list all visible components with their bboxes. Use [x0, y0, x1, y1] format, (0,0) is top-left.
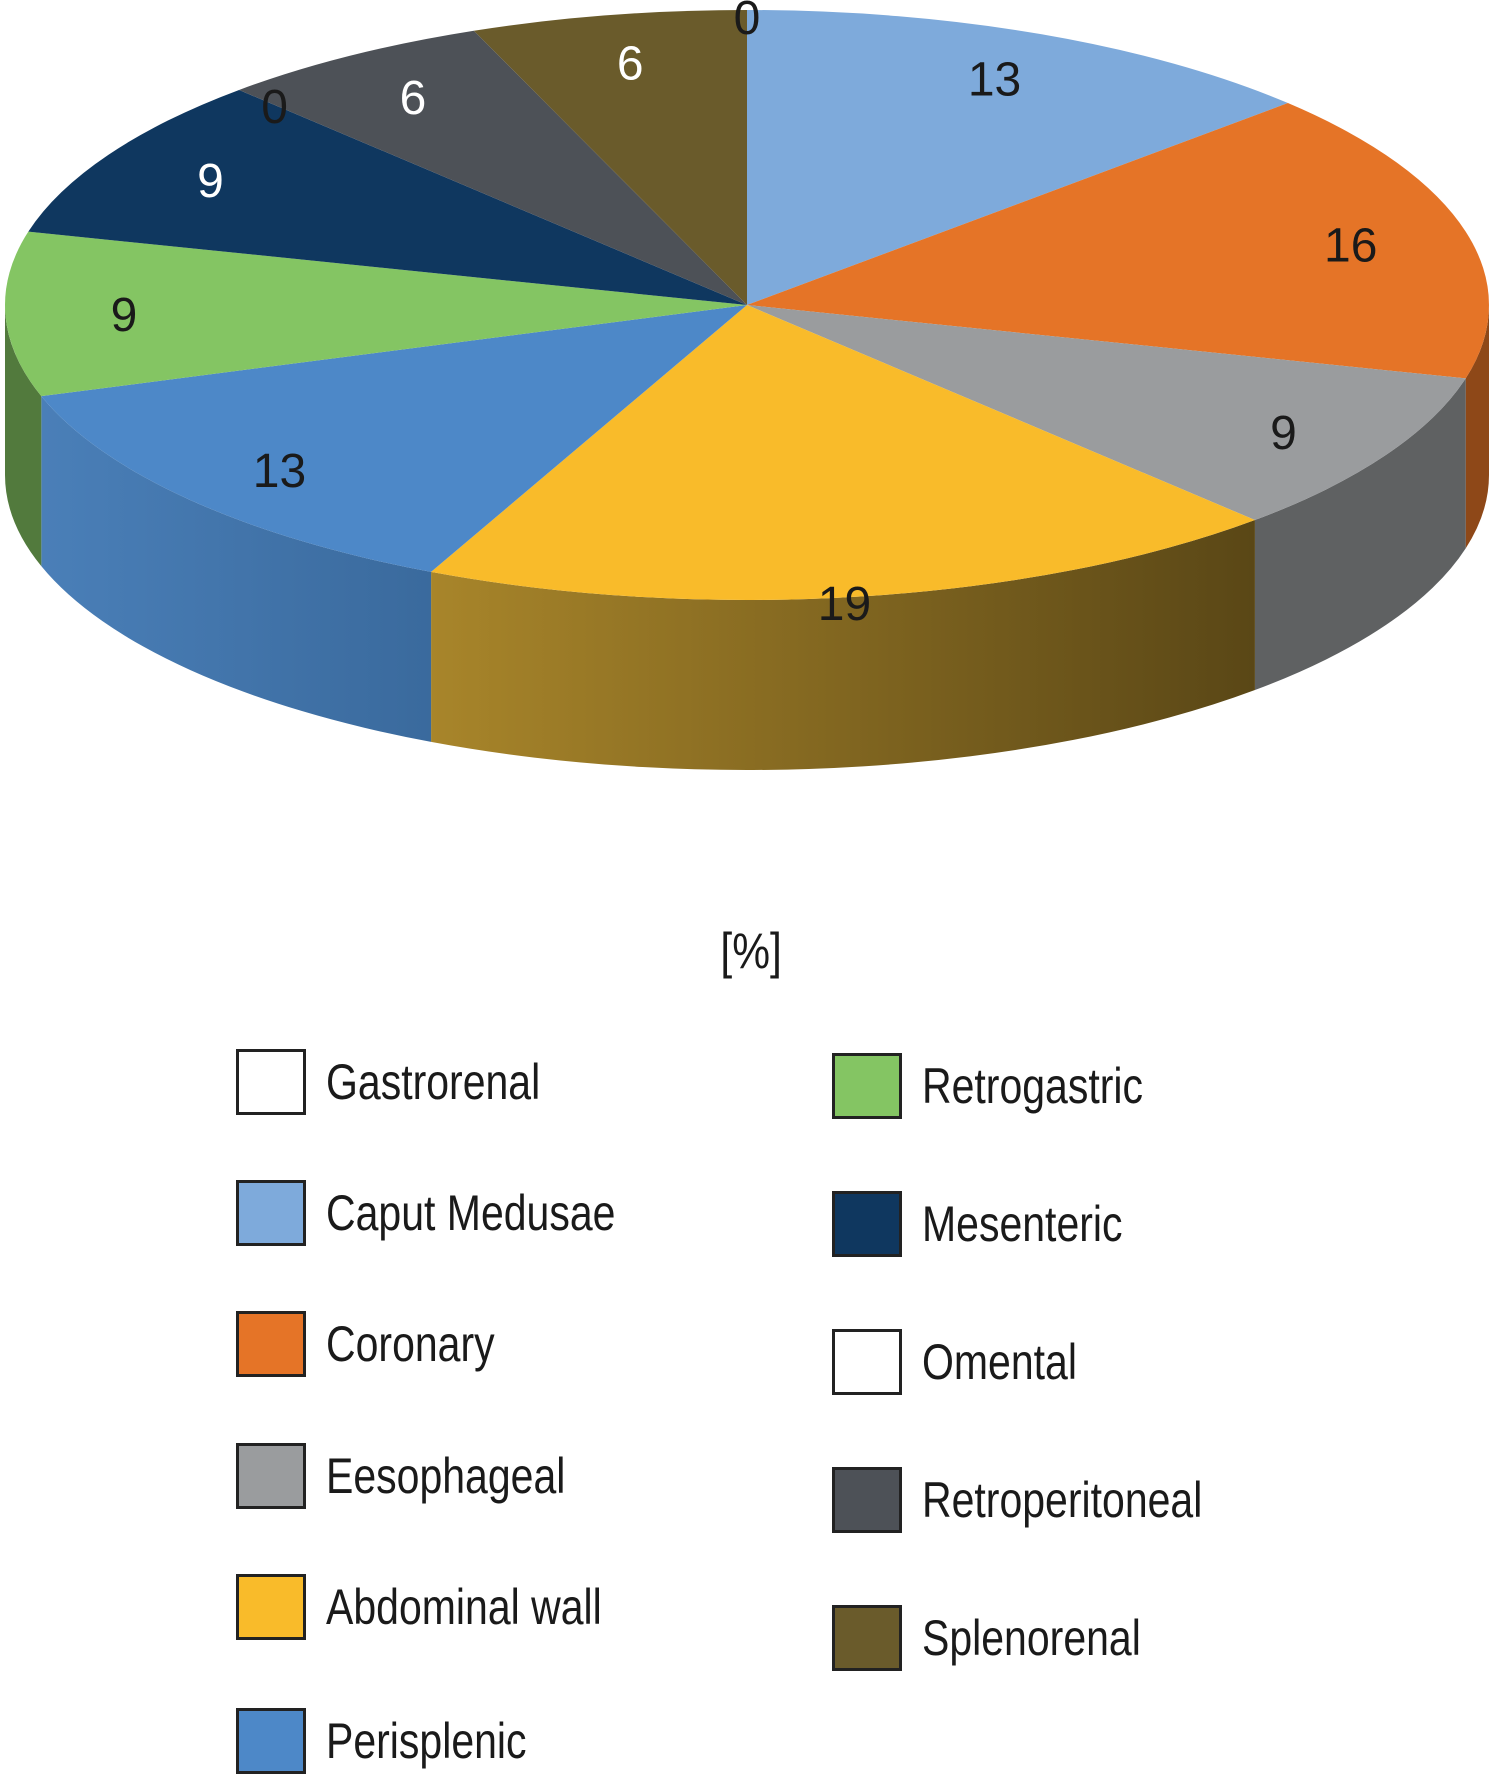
legend-swatch — [832, 1053, 902, 1119]
legend-swatch — [832, 1329, 902, 1395]
slice-eesophageal — [747, 305, 1466, 521]
legend-swatch — [236, 1180, 306, 1246]
side-retrogastric — [5, 305, 42, 567]
legend-item-omental: Omental — [832, 1327, 1111, 1397]
legend-label: Caput Medusae — [326, 1185, 616, 1241]
legend-label: Mesenteric — [922, 1196, 1123, 1252]
side-eesophageal — [1254, 378, 1466, 691]
legend-label: Retrogastric — [922, 1058, 1144, 1114]
legend-swatch — [832, 1191, 902, 1257]
side-coronary — [1465, 305, 1489, 549]
slice-retrogastric — [4, 231, 747, 397]
data-label-gastrorenal: 0 — [734, 0, 761, 45]
legend-swatch — [236, 1049, 306, 1115]
legend-swatch — [236, 1574, 306, 1640]
legend-swatch — [236, 1311, 306, 1377]
slice-perisplenic — [41, 305, 748, 572]
legend-label: Abdominal wall — [326, 1579, 602, 1635]
data-label-perisplenic: 13 — [253, 445, 306, 498]
legend-label: Splenorenal — [922, 1610, 1141, 1666]
legend-item-mesenteric: Mesenteric — [832, 1189, 1167, 1259]
legend-swatch — [832, 1605, 902, 1671]
data-label-abdominal-wall: 19 — [818, 578, 871, 631]
data-label-splenorenal: 6 — [617, 38, 644, 91]
legend-swatch — [236, 1708, 306, 1774]
data-label-eesophageal: 9 — [1270, 407, 1297, 460]
slice-retroperitoneal — [239, 30, 747, 305]
legend-swatch — [832, 1467, 902, 1533]
legend-item-retroperitoneal: Retroperitoneal — [832, 1465, 1264, 1535]
unit-label: [%] — [720, 923, 782, 979]
slice-splenorenal — [473, 9, 747, 305]
data-label-caput-medusae: 13 — [968, 54, 1021, 107]
data-label-omental: 0 — [261, 81, 288, 134]
legend-item-gastrorenal: Gastrorenal — [236, 1047, 587, 1117]
legend-item-perisplenic: Perisplenic — [236, 1706, 571, 1776]
legend-label: Gastrorenal — [326, 1054, 541, 1110]
legend-label: Coronary — [326, 1316, 495, 1372]
legend-item-eesophageal: Eesophageal — [236, 1441, 618, 1511]
legend-label: Retroperitoneal — [922, 1472, 1203, 1528]
data-label-retrogastric: 9 — [111, 289, 138, 342]
legend-label: Eesophageal — [326, 1448, 566, 1504]
data-label-coronary: 16 — [1324, 219, 1377, 272]
legend-item-coronary: Coronary — [236, 1309, 532, 1379]
data-label-retroperitoneal: 6 — [400, 72, 427, 125]
legend-item-splenorenal: Splenorenal — [832, 1603, 1189, 1673]
data-label-mesenteric: 9 — [197, 155, 224, 208]
legend-label: Omental — [922, 1334, 1077, 1390]
side-abdominal-wall — [431, 520, 1255, 770]
legend-label: Perisplenic — [326, 1713, 527, 1769]
legend-item-retrogastric: Retrogastric — [832, 1051, 1192, 1121]
legend-item-caput-medusae: Caput Medusae — [236, 1178, 679, 1248]
side-perisplenic — [41, 396, 432, 742]
slice-caput-medusae — [747, 10, 1288, 305]
slice-abdominal-wall — [431, 305, 1255, 600]
slice-mesenteric — [28, 89, 748, 305]
legend-swatch — [236, 1443, 306, 1509]
slice-coronary — [747, 103, 1489, 379]
legend-item-abdominal-wall: Abdominal wall — [236, 1572, 662, 1642]
